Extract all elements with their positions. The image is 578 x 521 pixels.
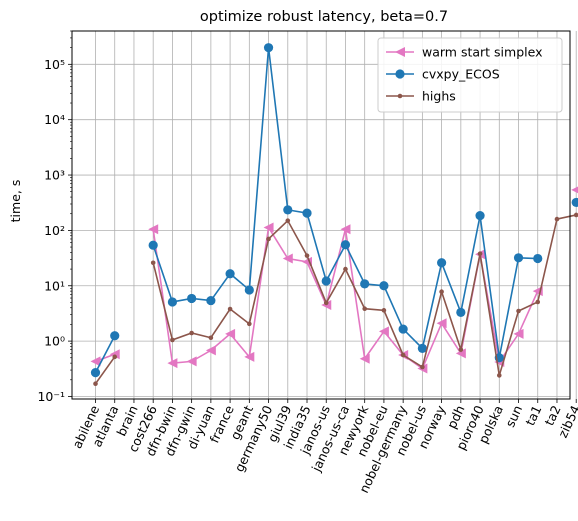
legend-item: highs bbox=[386, 89, 456, 104]
data-point bbox=[340, 240, 351, 250]
legend-label: highs bbox=[422, 89, 456, 104]
data-point bbox=[167, 297, 178, 307]
data-point bbox=[455, 348, 466, 359]
data-point bbox=[496, 373, 502, 378]
data-point bbox=[360, 279, 370, 289]
data-point bbox=[400, 352, 406, 358]
data-point bbox=[340, 224, 351, 235]
data-point bbox=[439, 289, 444, 295]
data-point bbox=[456, 307, 466, 318]
data-point bbox=[208, 335, 214, 341]
data-point bbox=[282, 253, 293, 264]
data-point bbox=[379, 281, 389, 291]
grid bbox=[72, 31, 577, 399]
data-point bbox=[516, 308, 521, 314]
data-point bbox=[573, 212, 578, 218]
data-point bbox=[148, 224, 159, 235]
data-point bbox=[302, 208, 312, 218]
y-tick-label: 10³ bbox=[44, 168, 65, 183]
legend-marker bbox=[395, 69, 405, 79]
series-warm-start-simplex bbox=[90, 186, 578, 374]
data-point bbox=[283, 205, 293, 215]
data-point bbox=[475, 211, 485, 221]
series-cvxpy-ecos bbox=[90, 43, 578, 378]
data-point bbox=[535, 299, 541, 305]
data-point bbox=[109, 349, 120, 360]
series-highs bbox=[93, 212, 578, 387]
data-point bbox=[170, 337, 175, 343]
data-point bbox=[321, 276, 331, 286]
legend-label: cvxpy_ECOS bbox=[422, 67, 500, 82]
data-point bbox=[533, 253, 543, 264]
data-point bbox=[225, 269, 235, 279]
data-point bbox=[150, 260, 156, 266]
data-point bbox=[285, 218, 291, 223]
data-point bbox=[148, 240, 158, 250]
data-point bbox=[436, 318, 447, 329]
data-point bbox=[227, 306, 233, 312]
data-point bbox=[458, 347, 464, 352]
data-point bbox=[554, 216, 560, 222]
data-point bbox=[263, 222, 274, 233]
data-point bbox=[304, 253, 310, 258]
data-point bbox=[112, 354, 118, 360]
data-point bbox=[359, 353, 370, 364]
data-point bbox=[247, 321, 252, 327]
data-point bbox=[343, 266, 348, 272]
data-point bbox=[90, 356, 101, 367]
data-point bbox=[266, 236, 271, 242]
data-point bbox=[417, 343, 427, 353]
series-line bbox=[94, 356, 116, 385]
data-point bbox=[398, 324, 408, 334]
legend-marker bbox=[397, 93, 403, 99]
y-tick-label: 10¹ bbox=[44, 278, 65, 293]
data-point bbox=[323, 300, 329, 306]
data-point bbox=[263, 43, 274, 53]
data-point bbox=[186, 356, 197, 367]
plot-frame bbox=[71, 30, 571, 400]
y-tick-label: 10² bbox=[44, 223, 65, 238]
data-point bbox=[571, 186, 578, 194]
chart-title: optimize robust latency, beta=0.7 bbox=[200, 9, 448, 25]
data-point bbox=[225, 328, 236, 339]
data-point bbox=[189, 330, 194, 336]
data-point bbox=[571, 197, 578, 208]
legend-label: warm start simplex bbox=[422, 45, 542, 60]
data-point bbox=[437, 258, 447, 268]
data-point bbox=[378, 326, 389, 337]
data-point bbox=[90, 367, 101, 378]
data-point bbox=[362, 306, 367, 312]
data-point bbox=[244, 285, 254, 295]
legend-marker bbox=[395, 47, 405, 57]
data-point bbox=[167, 358, 178, 369]
legend-item: warm start simplex bbox=[386, 45, 542, 60]
data-point bbox=[513, 328, 524, 339]
data-point bbox=[420, 364, 425, 370]
y-tick-label: 10⁵ bbox=[44, 57, 65, 72]
data-point bbox=[302, 256, 313, 267]
y-tick-label: 10⁻¹ bbox=[37, 389, 65, 404]
y-tick-label: 10⁰ bbox=[44, 334, 65, 349]
legend-box bbox=[377, 37, 563, 113]
data-point bbox=[206, 295, 216, 306]
data-point bbox=[187, 293, 197, 304]
data-point bbox=[244, 351, 255, 362]
x-tick-label: ta1 bbox=[522, 403, 544, 428]
x-tick-label: sun bbox=[502, 403, 525, 430]
series-layer bbox=[90, 43, 578, 387]
y-axis-label: time, s bbox=[8, 180, 23, 223]
data-point bbox=[93, 381, 98, 387]
series-line bbox=[94, 335, 116, 373]
data-point bbox=[110, 331, 120, 341]
legend-item: cvxpy_ECOS bbox=[386, 67, 500, 82]
y-tick-label: 10⁴ bbox=[44, 112, 65, 127]
data-point bbox=[205, 345, 216, 356]
data-point bbox=[381, 308, 387, 313]
data-point bbox=[513, 253, 524, 263]
data-point bbox=[477, 251, 483, 256]
